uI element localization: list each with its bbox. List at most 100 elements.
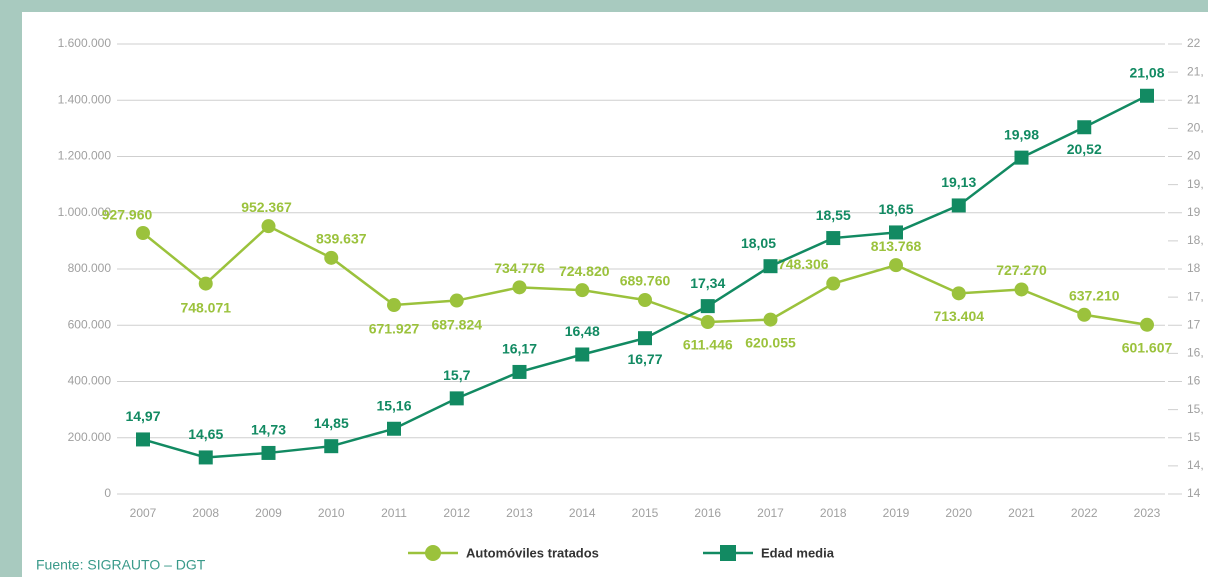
x-tick-label: 2018 — [820, 506, 847, 520]
point — [198, 450, 213, 465]
point — [1077, 307, 1092, 322]
data-label: 620.055 — [745, 334, 796, 350]
point — [449, 391, 464, 406]
point — [324, 439, 339, 454]
y-tick-label: 0 — [104, 486, 111, 500]
data-label: 16,48 — [565, 323, 600, 339]
point — [1140, 88, 1154, 103]
data-label: 813.768 — [871, 238, 922, 254]
x-tick-label: 2023 — [1134, 506, 1161, 520]
x-tick-label: 2007 — [130, 506, 157, 520]
point — [826, 231, 841, 246]
point — [889, 225, 903, 240]
point — [198, 276, 213, 291]
point — [889, 258, 903, 273]
point — [763, 312, 778, 327]
data-label: 748.306 — [778, 256, 829, 272]
data-label: 16,77 — [627, 351, 662, 367]
point — [575, 283, 590, 298]
data-label: 19,98 — [1004, 126, 1039, 142]
data-label: 18,65 — [878, 201, 913, 217]
data-label: 15,16 — [376, 397, 411, 413]
point — [951, 198, 966, 213]
x-tick-label: 2012 — [443, 506, 470, 520]
y2-tick-label: 14, — [1187, 458, 1204, 472]
data-label: 17,34 — [690, 275, 725, 291]
y-tick-label: 200.000 — [68, 430, 112, 444]
point — [951, 286, 966, 301]
x-tick-label: 2017 — [757, 506, 784, 520]
data-label: 20,52 — [1067, 141, 1102, 157]
x-tick-label: 2022 — [1071, 506, 1098, 520]
data-label: 734.776 — [494, 260, 545, 276]
y-tick-label: 1.200.000 — [58, 149, 112, 163]
point — [261, 445, 276, 460]
y2-tick-label: 16 — [1187, 374, 1201, 388]
x-tick-label: 2021 — [1008, 506, 1035, 520]
point — [512, 364, 527, 379]
y2-tick-label: 15 — [1187, 430, 1201, 444]
legend-marker — [425, 545, 441, 561]
point — [387, 298, 401, 313]
data-label: 18,55 — [816, 207, 851, 223]
legend-label: Automóviles tratados — [466, 545, 599, 560]
data-label: 18,05 — [741, 235, 776, 251]
point — [136, 432, 150, 447]
point — [575, 347, 590, 362]
point — [449, 293, 464, 308]
x-tick-label: 2011 — [381, 506, 407, 520]
y-tick-label: 600.000 — [68, 317, 112, 331]
data-label: 637.210 — [1069, 287, 1120, 303]
data-label: 14,65 — [188, 426, 223, 442]
y2-tick-label: 17 — [1187, 317, 1201, 331]
y2-tick-label: 19 — [1187, 205, 1201, 219]
legend-label: Edad media — [761, 545, 835, 560]
data-label: 14,85 — [314, 415, 349, 431]
data-label: 689.760 — [620, 273, 671, 289]
point — [324, 250, 339, 265]
x-tick-label: 2008 — [192, 506, 219, 520]
point — [1014, 282, 1029, 297]
point — [700, 299, 715, 314]
x-tick-label: 2020 — [945, 506, 972, 520]
data-label: 14,97 — [125, 408, 160, 424]
point — [700, 315, 715, 330]
data-label: 21,08 — [1129, 64, 1164, 80]
y-tick-label: 1.000.000 — [58, 205, 112, 219]
data-label: 727.270 — [996, 262, 1047, 278]
y2-tick-label: 16, — [1187, 346, 1204, 360]
y2-tick-label: 22 — [1187, 36, 1201, 50]
point — [1077, 120, 1092, 135]
point — [136, 226, 150, 241]
source: Fuente: SIGRAUTO – DGT — [36, 557, 206, 573]
x-tick-label: 2010 — [318, 506, 345, 520]
y-tick-label: 1.400.000 — [58, 92, 112, 106]
data-label: 687.824 — [431, 316, 482, 332]
data-label: 748.071 — [180, 299, 231, 315]
data-label: 671.927 — [369, 321, 420, 337]
y2-tick-label: 21, — [1187, 64, 1204, 78]
data-label: 15,7 — [443, 367, 470, 383]
point — [1014, 150, 1029, 165]
data-label: 601.607 — [1122, 340, 1173, 356]
point — [512, 280, 527, 295]
x-tick-label: 2009 — [255, 506, 282, 520]
point — [1140, 317, 1154, 332]
y2-tick-label: 18, — [1187, 233, 1204, 247]
data-label: 611.446 — [683, 337, 733, 353]
data-label: 839.637 — [316, 231, 367, 247]
y2-tick-label: 14 — [1187, 486, 1201, 500]
data-label: 14,73 — [251, 422, 286, 438]
y2-tick-label: 21 — [1187, 92, 1201, 106]
y2-tick-label: 19, — [1187, 177, 1204, 191]
data-label: 713.404 — [933, 308, 984, 324]
data-label: 927.960 — [102, 207, 153, 223]
y-tick-label: 400.000 — [68, 374, 112, 388]
legend-marker — [720, 545, 736, 561]
y2-tick-label: 20 — [1187, 149, 1201, 163]
point — [826, 276, 841, 291]
y-tick-label: 1.600.000 — [58, 36, 112, 50]
y2-tick-label: 17, — [1187, 289, 1204, 303]
data-label: 19,13 — [941, 174, 976, 190]
x-tick-label: 2019 — [883, 506, 910, 520]
